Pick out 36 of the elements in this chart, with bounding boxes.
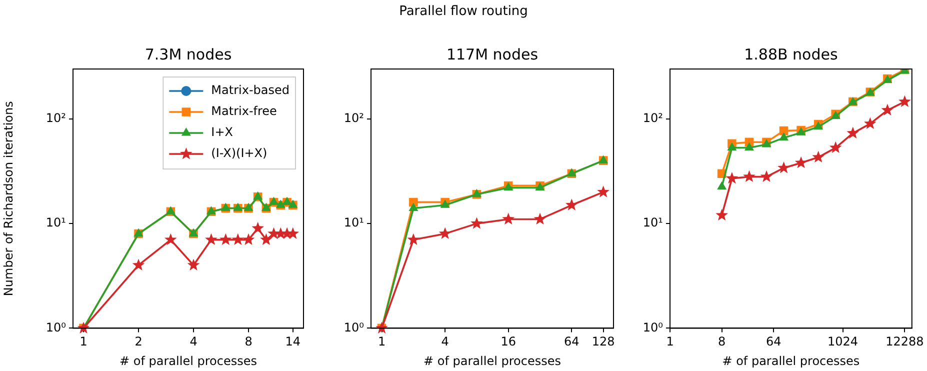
chart-title: 117M nodes: [446, 45, 538, 64]
y-tick-label: 10⁰: [344, 320, 364, 334]
x-axis-title: # of parallel processes: [120, 354, 257, 368]
text: Parallel flow routing: [398, 4, 529, 19]
chart-title: 1.88B nodes: [744, 45, 838, 64]
x-tick-label: 8: [244, 334, 252, 349]
y-tick-label: 10²: [46, 111, 66, 126]
x-tick-label: 128: [592, 334, 615, 349]
x-tick-label: 1: [666, 334, 674, 349]
y-tick-label: 10¹: [344, 216, 364, 230]
x-tick-label: 12288: [886, 334, 924, 349]
chart-title: 7.3M nodes: [144, 45, 232, 64]
x-tick-label: 1024: [828, 334, 858, 349]
y-tick-label: 10²: [642, 111, 664, 126]
x-axis-title: # of parallel processes: [722, 354, 860, 368]
x-tick-label: 64: [564, 334, 580, 349]
legend-label: Matrix-free: [211, 104, 277, 118]
x-tick-label: 4: [190, 334, 198, 349]
x-tick-label: 4: [441, 334, 449, 349]
y-tick-label: 10⁰: [642, 320, 664, 334]
legend-label: Matrix-based: [211, 83, 290, 98]
x-tick-label: 64: [766, 334, 782, 349]
x-tick-label: 8: [718, 334, 726, 349]
x-tick-label: 1: [80, 334, 88, 349]
y-tick-label: 10¹: [642, 216, 664, 230]
x-tick-label: 14: [285, 334, 301, 349]
y-tick-label: 10²: [344, 111, 364, 126]
x-axis-title: # of parallel processes: [424, 354, 561, 368]
y-tick-label: 10⁰: [46, 320, 66, 334]
x-tick-label: 2: [134, 334, 142, 349]
y-axis-title: Number of Richardson iterations: [1, 101, 16, 296]
x-tick-label: 16: [500, 334, 516, 349]
legend-label: (I-X)(I+X): [211, 146, 268, 160]
x-tick-label: 1: [378, 334, 386, 349]
y-tick-label: 10¹: [46, 216, 66, 230]
legend-label: I+X: [211, 125, 233, 140]
